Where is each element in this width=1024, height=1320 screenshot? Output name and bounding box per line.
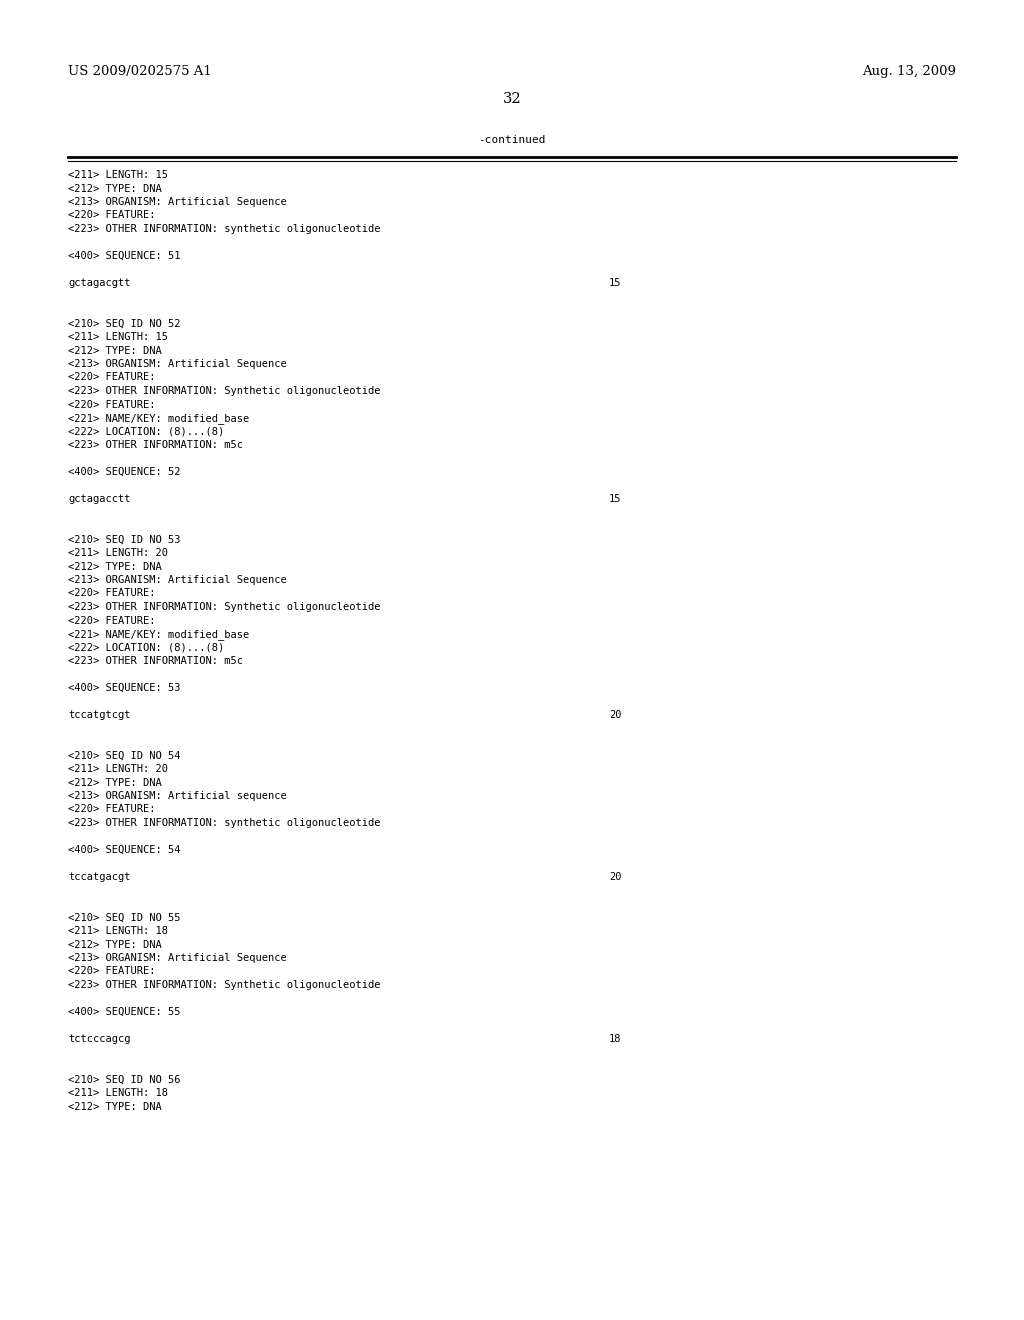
Text: <223> OTHER INFORMATION: synthetic oligonucleotide: <223> OTHER INFORMATION: synthetic oligo…	[68, 224, 381, 234]
Text: <213> ORGANISM: Artificial Sequence: <213> ORGANISM: Artificial Sequence	[68, 576, 287, 585]
Text: <223> OTHER INFORMATION: m5c: <223> OTHER INFORMATION: m5c	[68, 656, 243, 667]
Text: US 2009/0202575 A1: US 2009/0202575 A1	[68, 65, 212, 78]
Text: <213> ORGANISM: Artificial Sequence: <213> ORGANISM: Artificial Sequence	[68, 953, 287, 964]
Text: gctagacctt: gctagacctt	[68, 494, 130, 504]
Text: <211> LENGTH: 18: <211> LENGTH: 18	[68, 1088, 168, 1098]
Text: tccatgtcgt: tccatgtcgt	[68, 710, 130, 719]
Text: <211> LENGTH: 20: <211> LENGTH: 20	[68, 548, 168, 558]
Text: <210> SEQ ID NO 56: <210> SEQ ID NO 56	[68, 1074, 180, 1085]
Text: <223> OTHER INFORMATION: Synthetic oligonucleotide: <223> OTHER INFORMATION: Synthetic oligo…	[68, 602, 381, 612]
Text: -continued: -continued	[478, 135, 546, 145]
Text: <223> OTHER INFORMATION: m5c: <223> OTHER INFORMATION: m5c	[68, 440, 243, 450]
Text: <221> NAME/KEY: modified_base: <221> NAME/KEY: modified_base	[68, 413, 249, 424]
Text: <211> LENGTH: 15: <211> LENGTH: 15	[68, 170, 168, 180]
Text: <222> LOCATION: (8)...(8): <222> LOCATION: (8)...(8)	[68, 643, 224, 652]
Text: 32: 32	[503, 92, 521, 106]
Text: <212> TYPE: DNA: <212> TYPE: DNA	[68, 561, 162, 572]
Text: <222> LOCATION: (8)...(8): <222> LOCATION: (8)...(8)	[68, 426, 224, 437]
Text: <400> SEQUENCE: 51: <400> SEQUENCE: 51	[68, 251, 180, 261]
Text: 18: 18	[609, 1034, 622, 1044]
Text: 20: 20	[609, 873, 622, 882]
Text: <221> NAME/KEY: modified_base: <221> NAME/KEY: modified_base	[68, 630, 249, 640]
Text: <212> TYPE: DNA: <212> TYPE: DNA	[68, 1101, 162, 1111]
Text: <213> ORGANISM: Artificial sequence: <213> ORGANISM: Artificial sequence	[68, 791, 287, 801]
Text: <213> ORGANISM: Artificial Sequence: <213> ORGANISM: Artificial Sequence	[68, 197, 287, 207]
Text: Aug. 13, 2009: Aug. 13, 2009	[862, 65, 956, 78]
Text: <213> ORGANISM: Artificial Sequence: <213> ORGANISM: Artificial Sequence	[68, 359, 287, 370]
Text: <210> SEQ ID NO 54: <210> SEQ ID NO 54	[68, 751, 180, 760]
Text: <210> SEQ ID NO 53: <210> SEQ ID NO 53	[68, 535, 180, 544]
Text: <220> FEATURE:: <220> FEATURE:	[68, 966, 156, 977]
Text: <400> SEQUENCE: 52: <400> SEQUENCE: 52	[68, 467, 180, 477]
Text: <212> TYPE: DNA: <212> TYPE: DNA	[68, 183, 162, 194]
Text: <211> LENGTH: 15: <211> LENGTH: 15	[68, 333, 168, 342]
Text: 20: 20	[609, 710, 622, 719]
Text: 15: 15	[609, 279, 622, 288]
Text: <212> TYPE: DNA: <212> TYPE: DNA	[68, 940, 162, 949]
Text: gctagacgtt: gctagacgtt	[68, 279, 130, 288]
Text: <210> SEQ ID NO 52: <210> SEQ ID NO 52	[68, 318, 180, 329]
Text: <212> TYPE: DNA: <212> TYPE: DNA	[68, 777, 162, 788]
Text: <210> SEQ ID NO 55: <210> SEQ ID NO 55	[68, 912, 180, 923]
Text: <220> FEATURE:: <220> FEATURE:	[68, 210, 156, 220]
Text: <211> LENGTH: 20: <211> LENGTH: 20	[68, 764, 168, 774]
Text: <220> FEATURE:: <220> FEATURE:	[68, 400, 156, 409]
Text: <400> SEQUENCE: 53: <400> SEQUENCE: 53	[68, 682, 180, 693]
Text: <220> FEATURE:: <220> FEATURE:	[68, 589, 156, 598]
Text: 15: 15	[609, 494, 622, 504]
Text: <220> FEATURE:: <220> FEATURE:	[68, 804, 156, 814]
Text: tccatgacgt: tccatgacgt	[68, 873, 130, 882]
Text: <223> OTHER INFORMATION: Synthetic oligonucleotide: <223> OTHER INFORMATION: Synthetic oligo…	[68, 385, 381, 396]
Text: <400> SEQUENCE: 55: <400> SEQUENCE: 55	[68, 1007, 180, 1016]
Text: <400> SEQUENCE: 54: <400> SEQUENCE: 54	[68, 845, 180, 855]
Text: <220> FEATURE:: <220> FEATURE:	[68, 615, 156, 626]
Text: <220> FEATURE:: <220> FEATURE:	[68, 372, 156, 383]
Text: tctcccagcg: tctcccagcg	[68, 1034, 130, 1044]
Text: <223> OTHER INFORMATION: Synthetic oligonucleotide: <223> OTHER INFORMATION: Synthetic oligo…	[68, 979, 381, 990]
Text: <212> TYPE: DNA: <212> TYPE: DNA	[68, 346, 162, 355]
Text: <223> OTHER INFORMATION: synthetic oligonucleotide: <223> OTHER INFORMATION: synthetic oligo…	[68, 818, 381, 828]
Text: <211> LENGTH: 18: <211> LENGTH: 18	[68, 927, 168, 936]
